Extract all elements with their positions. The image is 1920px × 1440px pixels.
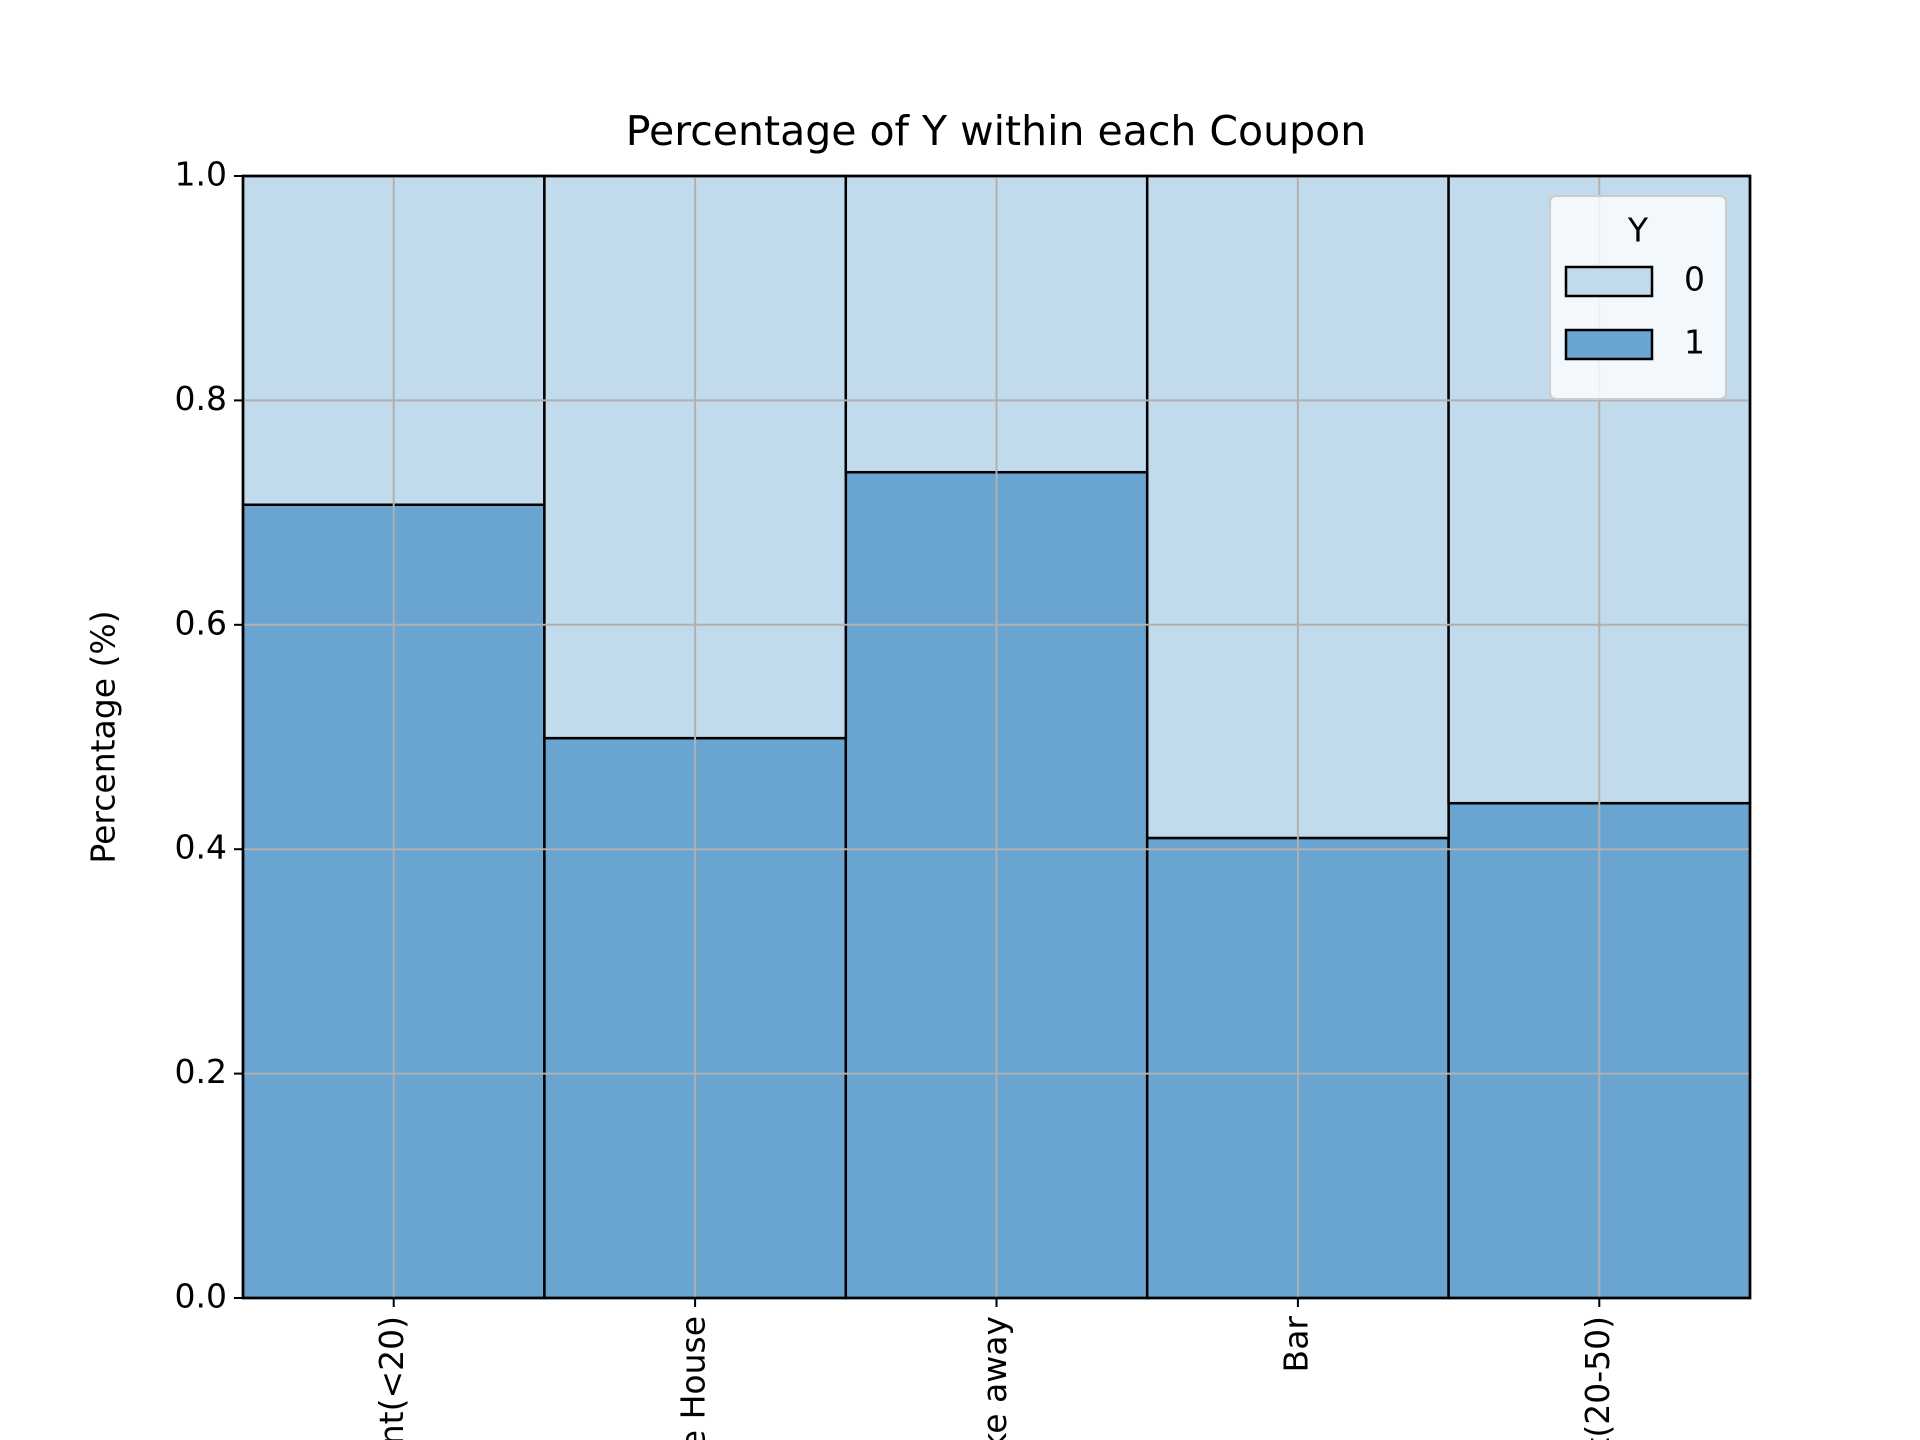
y-tick-label: 0.6 (175, 603, 227, 642)
x-tick-label: Restaurant(<20) (372, 1316, 411, 1440)
legend-label: 0 (1684, 260, 1705, 299)
chart-title: Percentage of Y within each Coupon (626, 107, 1366, 155)
y-axis-label: Percentage (%) (84, 610, 123, 863)
legend-swatch (1564, 265, 1654, 298)
y-tick-label: 0.2 (175, 1052, 227, 1091)
y-tick-label: 0.0 (175, 1277, 227, 1316)
y-tick-label: 1.0 (175, 155, 227, 194)
plot-frame (241, 174, 1752, 1300)
x-tick-label: Carry out & Take away (975, 1316, 1014, 1440)
y-tick-label: 0.8 (175, 379, 227, 418)
legend-title: Y (1627, 211, 1649, 250)
y-tick-label: 0.4 (175, 828, 227, 867)
legend-swatch (1564, 328, 1654, 361)
x-tick-label: Restaurant(20-50) (1578, 1316, 1617, 1440)
x-tick-label: Bar (1276, 1316, 1315, 1373)
x-tick-label: Coffee House (674, 1316, 713, 1440)
legend-label: 1 (1684, 323, 1705, 362)
